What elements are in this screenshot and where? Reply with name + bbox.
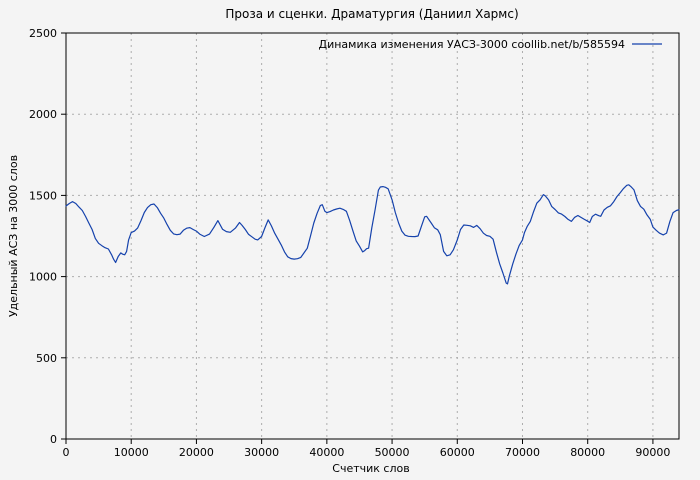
x-tick-label: 20000	[179, 446, 214, 459]
x-tick-label: 70000	[505, 446, 540, 459]
y-axis-label: Удельный АСЗ на 3000 слов	[7, 155, 20, 317]
x-axis-label: Счетчик слов	[332, 462, 409, 475]
x-tick-label: 40000	[309, 446, 344, 459]
x-tick-label: 10000	[114, 446, 149, 459]
series-line	[65, 184, 680, 285]
tick-layer: 0 10000 20000 30000 40000 50000 60000 70000 8000…	[29, 27, 670, 459]
y-tick-label: 2500	[29, 27, 57, 40]
x-tick-label: 90000	[635, 446, 670, 459]
y-tick-label: 1000	[29, 271, 57, 284]
legend: Динамика изменения УАСЗ-3000 coollib.net…	[319, 38, 662, 51]
x-tick-label: 50000	[375, 446, 410, 459]
y-tick-label: 500	[36, 352, 57, 365]
series-layer	[65, 184, 680, 285]
x-tick-label: 80000	[570, 446, 605, 459]
grid-layer	[66, 33, 679, 439]
y-tick-label: 1500	[29, 189, 57, 202]
plot-border	[65, 32, 680, 440]
legend-label: Динамика изменения УАСЗ-3000 coollib.net…	[319, 38, 626, 51]
y-tick-label: 2000	[29, 108, 57, 121]
y-tick-label: 0	[50, 433, 57, 446]
x-tick-label: 60000	[440, 446, 475, 459]
x-tick-label: 30000	[244, 446, 279, 459]
x-tick-label: 0	[63, 446, 70, 459]
chart-title: Проза и сценки. Драматургия (Даниил Харм…	[225, 7, 518, 21]
